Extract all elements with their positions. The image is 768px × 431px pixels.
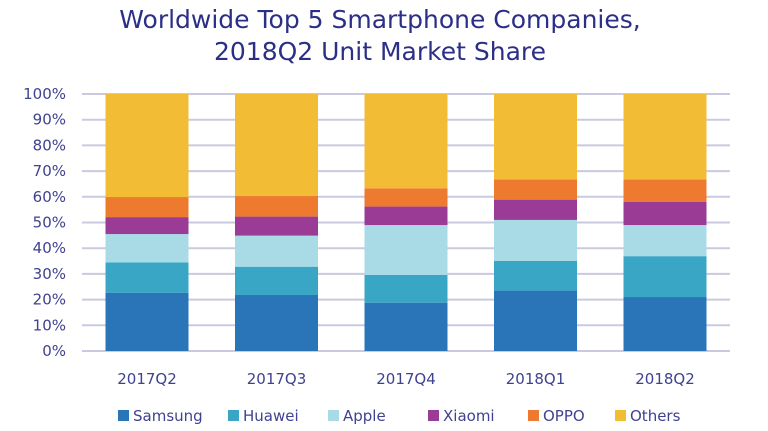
bar-segment-oppo-2018Q2: [623, 179, 707, 202]
bar-segment-xiaomi-2017Q3: [235, 216, 318, 236]
bar-segment-oppo-2017Q3: [235, 196, 318, 217]
bar-segment-samsung-2018Q2: [623, 297, 707, 351]
bar-stack-2017Q2: [105, 94, 189, 351]
bar-segment-oppo-2018Q1: [494, 179, 577, 200]
bar-segment-huawei-2018Q2: [623, 256, 707, 298]
legend-item-apple: Apple: [328, 407, 386, 425]
bar-segment-apple-2017Q3: [235, 235, 318, 267]
x-tick-label: 2017Q4: [376, 370, 436, 388]
bar-segment-others-2017Q4: [364, 94, 448, 189]
bar-stack-2018Q2: [623, 94, 707, 351]
bar-stack-2017Q4: [364, 94, 448, 351]
legend-swatch: [228, 410, 239, 421]
bar-segment-xiaomi-2018Q2: [623, 201, 707, 226]
bar-segment-others-2018Q1: [494, 94, 577, 180]
legend-label: Others: [630, 407, 681, 425]
y-tick-label: 60%: [33, 188, 66, 206]
x-tick-label: 2018Q2: [635, 370, 695, 388]
legend-swatch: [118, 410, 129, 421]
y-tick-label: 100%: [23, 85, 66, 103]
chart-title: Worldwide Top 5 Smartphone Companies, 20…: [119, 5, 640, 66]
legend-item-huawei: Huawei: [228, 407, 299, 425]
x-tick-label: 2017Q3: [247, 370, 307, 388]
y-tick-label: 70%: [33, 162, 66, 180]
bar-segment-apple-2017Q4: [364, 225, 448, 275]
bar-segment-samsung-2017Q3: [235, 294, 318, 351]
bar-segment-xiaomi-2017Q4: [364, 206, 448, 226]
x-tick-label: 2017Q2: [117, 370, 177, 388]
legend-item-oppo: OPPO: [528, 407, 585, 425]
bar-stack-2017Q3: [235, 94, 318, 351]
legend-label: Apple: [343, 407, 386, 425]
bar-segment-oppo-2017Q4: [364, 188, 448, 207]
legend-swatch: [428, 410, 439, 421]
bar-segment-huawei-2017Q2: [105, 262, 189, 293]
legend-item-samsung: Samsung: [118, 407, 203, 425]
y-tick-label: 50%: [33, 214, 66, 232]
y-tick-label: 10%: [33, 316, 66, 334]
legend-label: Huawei: [243, 407, 299, 425]
y-tick-label: 0%: [42, 342, 66, 360]
y-tick-label: 40%: [33, 239, 66, 257]
bar-segment-xiaomi-2018Q1: [494, 199, 577, 220]
legend-item-xiaomi: Xiaomi: [428, 407, 495, 425]
bar-segment-huawei-2018Q1: [494, 260, 577, 291]
legend: Samsung Huawei Apple Xiaomi OPPO Others: [118, 407, 681, 425]
y-tick-label: 20%: [33, 291, 66, 309]
legend-item-others: Others: [615, 407, 681, 425]
bar-segment-xiaomi-2017Q2: [105, 217, 189, 235]
bar-segment-huawei-2017Q3: [235, 266, 318, 295]
bar-segment-samsung-2017Q2: [105, 292, 189, 351]
bar-segment-others-2017Q2: [105, 94, 189, 198]
bar-segment-apple-2018Q2: [623, 225, 707, 257]
title-line-2: 2018Q2 Unit Market Share: [214, 37, 546, 66]
y-tick-label: 30%: [33, 265, 66, 283]
y-axis-ticks: 0% 10% 20% 30% 40% 50% 60% 70% 80% 90% 100%: [23, 85, 66, 360]
legend-swatch: [528, 410, 539, 421]
legend-swatch: [615, 410, 626, 421]
bar-segment-apple-2018Q1: [494, 219, 577, 261]
y-tick-label: 90%: [33, 111, 66, 129]
legend-swatch: [328, 410, 339, 421]
bar-segment-apple-2017Q2: [105, 234, 189, 263]
x-axis-ticks: 2017Q2 2017Q3 2017Q4 2018Q1 2018Q2: [117, 370, 695, 388]
legend-label: Samsung: [133, 407, 203, 425]
title-line-1: Worldwide Top 5 Smartphone Companies,: [119, 5, 640, 34]
bar-segment-samsung-2017Q4: [364, 302, 448, 351]
bar-segment-others-2018Q2: [623, 94, 707, 180]
bar-segment-oppo-2017Q2: [105, 197, 189, 218]
bars: [105, 94, 707, 351]
legend-label: OPPO: [543, 407, 585, 425]
bar-segment-samsung-2018Q1: [494, 290, 577, 351]
x-tick-label: 2018Q1: [506, 370, 566, 388]
bar-stack-2018Q1: [494, 94, 577, 351]
y-tick-label: 80%: [33, 136, 66, 154]
legend-label: Xiaomi: [443, 407, 495, 425]
bar-segment-huawei-2017Q4: [364, 274, 448, 303]
bar-segment-others-2017Q3: [235, 94, 318, 197]
